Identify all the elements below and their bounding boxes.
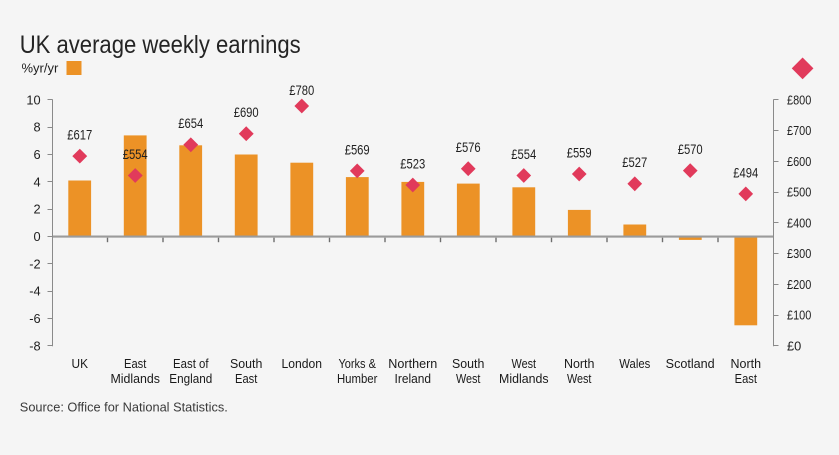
svg-text:£527: £527	[622, 155, 647, 170]
svg-text:£400: £400	[787, 215, 811, 230]
svg-text:Northern: Northern	[388, 357, 437, 371]
svg-text:£500: £500	[787, 185, 811, 200]
svg-text:-2: -2	[29, 256, 40, 271]
svg-text:£200: £200	[787, 277, 811, 292]
svg-text:Humber: Humber	[337, 372, 378, 386]
svg-text:£100: £100	[787, 308, 811, 323]
svg-text:2: 2	[33, 202, 40, 217]
svg-text:£554: £554	[511, 147, 536, 162]
svg-text:England: England	[169, 372, 212, 386]
svg-text:Midlands: Midlands	[499, 372, 549, 386]
svg-text:East of: East of	[173, 357, 209, 371]
svg-text:£700: £700	[787, 123, 811, 138]
svg-text:£523: £523	[400, 156, 425, 171]
svg-text:10: 10	[26, 92, 40, 107]
svg-text:Source: Office for National St: Source: Office for National Statistics.	[20, 401, 228, 415]
svg-text:London: London	[282, 357, 323, 371]
svg-text:£600: £600	[787, 154, 811, 169]
svg-text:East: East	[124, 357, 147, 371]
svg-text:£569: £569	[345, 142, 370, 157]
svg-text:South: South	[452, 357, 484, 371]
svg-text:Wales: Wales	[619, 357, 650, 371]
svg-text:£570: £570	[678, 142, 703, 157]
svg-text:£576: £576	[456, 140, 481, 155]
svg-text:£780: £780	[289, 83, 314, 98]
svg-text:Yorks &: Yorks &	[338, 357, 376, 371]
svg-text:North: North	[564, 357, 595, 371]
svg-text:£800: £800	[787, 92, 811, 107]
svg-text:South: South	[230, 357, 262, 371]
svg-text:£654: £654	[178, 116, 203, 131]
svg-text:East: East	[735, 372, 758, 386]
svg-text:£554: £554	[123, 147, 148, 162]
svg-text:West: West	[567, 372, 592, 386]
svg-text:£0: £0	[787, 338, 801, 353]
svg-text:Scotland: Scotland	[666, 357, 715, 371]
svg-text:0: 0	[33, 229, 40, 244]
svg-text:£690: £690	[234, 105, 259, 120]
svg-text:UK average weekly earnings: UK average weekly earnings	[20, 31, 301, 59]
svg-text:£494: £494	[733, 165, 758, 180]
svg-text:North: North	[731, 357, 762, 371]
svg-text:%yr/yr: %yr/yr	[22, 61, 60, 76]
svg-text:6: 6	[33, 147, 40, 162]
svg-text:£559: £559	[567, 145, 592, 160]
svg-text:8: 8	[33, 120, 40, 135]
svg-text:-6: -6	[29, 311, 40, 326]
svg-text:£617: £617	[67, 128, 92, 143]
svg-text:Ireland: Ireland	[395, 372, 432, 386]
svg-text:Midlands: Midlands	[110, 372, 160, 386]
svg-text:West: West	[512, 357, 537, 371]
svg-text:4: 4	[33, 174, 40, 189]
svg-text:West: West	[456, 372, 481, 386]
svg-text:UK: UK	[72, 357, 89, 371]
svg-text:East: East	[235, 372, 258, 386]
svg-text:£300: £300	[787, 246, 811, 261]
svg-text:-8: -8	[29, 338, 40, 353]
svg-text:-4: -4	[29, 284, 40, 299]
